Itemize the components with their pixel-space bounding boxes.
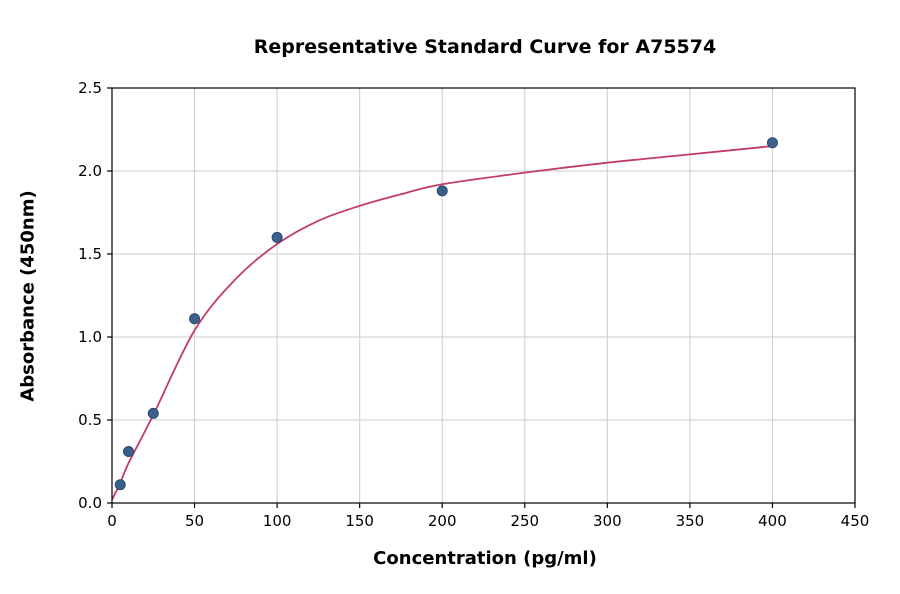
x-tick-label: 0 bbox=[107, 512, 117, 530]
y-tick-label: 0.0 bbox=[78, 494, 102, 512]
chart-title: Representative Standard Curve for A75574 bbox=[253, 36, 717, 58]
plot-border bbox=[111, 87, 856, 504]
y-tick-label: 2.5 bbox=[78, 79, 102, 97]
data-point bbox=[189, 313, 201, 325]
x-tick-label: 150 bbox=[345, 512, 374, 530]
data-point bbox=[147, 407, 159, 419]
x-axis-label: Concentration (pg/ml) bbox=[373, 548, 597, 569]
fitted-curve bbox=[111, 145, 773, 501]
x-tick-label: 450 bbox=[841, 512, 870, 530]
x-tick-label: 200 bbox=[428, 512, 457, 530]
data-point bbox=[766, 137, 778, 149]
x-tick-label: 300 bbox=[593, 512, 622, 530]
data-point bbox=[271, 231, 283, 243]
x-tick-label: 100 bbox=[263, 512, 292, 530]
y-tick-label: 1.0 bbox=[78, 328, 102, 346]
x-tick-label: 350 bbox=[676, 512, 705, 530]
data-point bbox=[114, 479, 126, 491]
y-axis-label: Absorbance (450nm) bbox=[17, 190, 39, 402]
x-tick-label: 50 bbox=[185, 512, 204, 530]
data-point bbox=[436, 185, 448, 197]
y-tick-label: 0.5 bbox=[78, 411, 102, 429]
y-tick-label: 1.5 bbox=[78, 245, 102, 263]
x-tick-label: 400 bbox=[758, 512, 787, 530]
data-point bbox=[123, 446, 135, 458]
x-tick-label: 250 bbox=[510, 512, 539, 530]
y-tick-label: 2.0 bbox=[78, 162, 102, 180]
